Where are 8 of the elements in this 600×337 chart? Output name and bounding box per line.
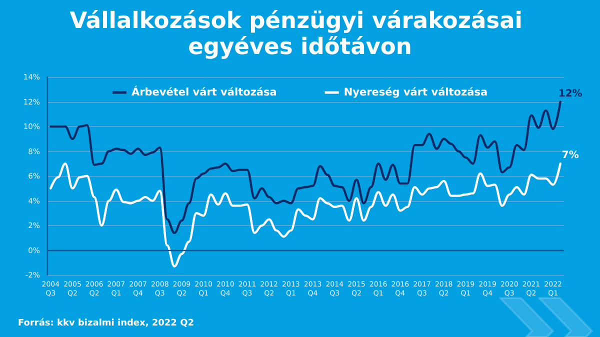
text: Forrás: kkv bizalmi index, 2022 Q2 (18, 318, 194, 328)
data-label: 7% (562, 150, 579, 162)
line-series (50, 100, 562, 234)
data-label: 12% (558, 88, 582, 100)
line-series (50, 162, 562, 268)
legend-label: Nyereség várt változása (344, 86, 488, 98)
chart-title: Vállalkozások pénzügyi várakozásai egyéves időtávon (70, 8, 530, 60)
legend-label: Árbevétel várt változása (131, 86, 277, 98)
